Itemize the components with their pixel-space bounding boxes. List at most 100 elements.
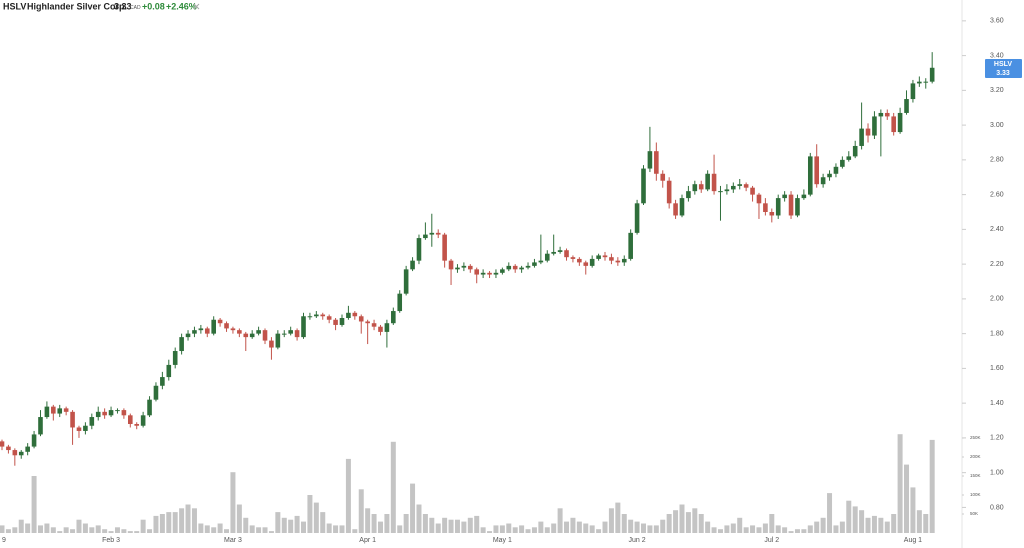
- candle-body: [493, 272, 499, 275]
- candle-body: [756, 194, 762, 204]
- volume-bar: [897, 434, 903, 533]
- candle-body: [262, 330, 268, 341]
- candle-body: [724, 189, 730, 192]
- candle-body: [211, 319, 216, 334]
- candle-body: [782, 194, 787, 199]
- candle-body: [577, 258, 582, 263]
- volume-bar: [666, 514, 672, 533]
- volume-bar: [31, 476, 37, 533]
- volume-bar: [608, 508, 614, 533]
- symbol: HSLV: [3, 1, 26, 11]
- candle-body: [512, 265, 518, 270]
- close-icon[interactable]: [193, 3, 200, 10]
- candle-body: [326, 316, 332, 320]
- candle-body: [455, 267, 460, 270]
- candle-body: [641, 168, 646, 204]
- volume-bar: [615, 502, 621, 533]
- volume-bar: [865, 517, 871, 533]
- volume-bar: [474, 515, 480, 533]
- volume-bar: [63, 527, 69, 533]
- y-tick-label: 3.20: [990, 87, 1004, 94]
- y-tick-label: 2.40: [990, 226, 1004, 233]
- candle-body: [467, 265, 473, 270]
- volume-bar: [923, 514, 929, 533]
- candle-body: [852, 145, 858, 157]
- volume-bar: [371, 514, 377, 533]
- x-tick-label: Jul 2: [764, 537, 779, 544]
- x-tick-label: Apr 1: [359, 537, 376, 544]
- candle-body: [570, 257, 576, 259]
- volume-bar: [275, 512, 281, 533]
- volume-bar: [422, 514, 428, 533]
- volume-bar: [25, 523, 31, 533]
- volume-bar: [628, 519, 634, 533]
- volume-bar: [634, 521, 640, 533]
- candle-body: [910, 83, 916, 100]
- volume-bar: [653, 525, 659, 533]
- y2-tick-label: 150K: [970, 473, 981, 478]
- candle-body: [634, 203, 640, 233]
- candle-body: [95, 411, 101, 418]
- volume-bar: [224, 529, 230, 533]
- x-tick-label: Jun 2: [629, 537, 646, 544]
- candle-body: [557, 250, 563, 252]
- candle-body: [172, 351, 178, 365]
- volume-bar: [217, 523, 223, 533]
- volume-bar: [717, 529, 723, 533]
- price-tag-value: 3.33: [996, 70, 1010, 77]
- y-tick-label: 1.80: [990, 330, 1004, 337]
- volume-bar: [859, 510, 865, 533]
- volume-bar: [256, 527, 262, 533]
- candle-body: [63, 408, 69, 412]
- volume-bar: [602, 521, 608, 533]
- candle-body: [621, 258, 627, 263]
- volume-bar: [596, 529, 602, 533]
- candle-body: [128, 415, 133, 424]
- candle-body: [243, 333, 249, 338]
- volume-bar: [37, 525, 43, 533]
- volume-bar: [307, 495, 313, 533]
- volume-bar: [390, 441, 396, 533]
- volume-bar: [127, 531, 133, 533]
- price-tag-box: [985, 59, 1022, 78]
- volume-bar: [268, 531, 274, 533]
- volume-bar: [724, 525, 730, 533]
- candle-body: [743, 184, 749, 188]
- candle-body: [865, 128, 871, 136]
- x-tick-label: Mar 3: [224, 537, 242, 544]
- volume-bar: [621, 514, 627, 533]
- candle-body: [673, 203, 678, 216]
- candle-body: [121, 410, 127, 416]
- candle-body: [153, 385, 159, 400]
- volume-bar: [12, 527, 18, 533]
- candle-body: [358, 316, 364, 322]
- candle-body: [711, 173, 717, 192]
- volume-bar: [57, 531, 63, 533]
- change: +0.08: [142, 1, 165, 11]
- candle-body: [70, 411, 75, 428]
- candle-body: [647, 151, 653, 169]
- volume-bar: [18, 519, 24, 533]
- volume-bar: [916, 510, 922, 533]
- volume-bar: [480, 527, 486, 533]
- candle-body: [840, 159, 845, 167]
- volume-bar: [377, 521, 383, 533]
- candle-body: [731, 185, 736, 190]
- x-tick-label: 9: [2, 537, 6, 544]
- volume-bar: [833, 525, 839, 533]
- plot: 0.80 1.00 1.20 1.40 1.60 1.80 2.00 2.20 2.40 2.60…: [0, 18, 1004, 544]
- volume-bar: [159, 514, 165, 533]
- candle-body: [487, 272, 492, 275]
- volume-bar: [76, 519, 82, 533]
- y-tick-label: 2.20: [990, 261, 1004, 268]
- candle-body: [654, 151, 659, 174]
- candle-body: [532, 262, 537, 266]
- candle-body: [519, 267, 524, 270]
- candle-body: [83, 425, 88, 431]
- volume-bar: [564, 521, 570, 533]
- volume-bar: [570, 517, 576, 533]
- last-price: 3.33: [114, 1, 132, 11]
- candle-body: [564, 250, 569, 258]
- volume-bar: [641, 523, 646, 533]
- y2-tick-label: 50K: [970, 511, 978, 516]
